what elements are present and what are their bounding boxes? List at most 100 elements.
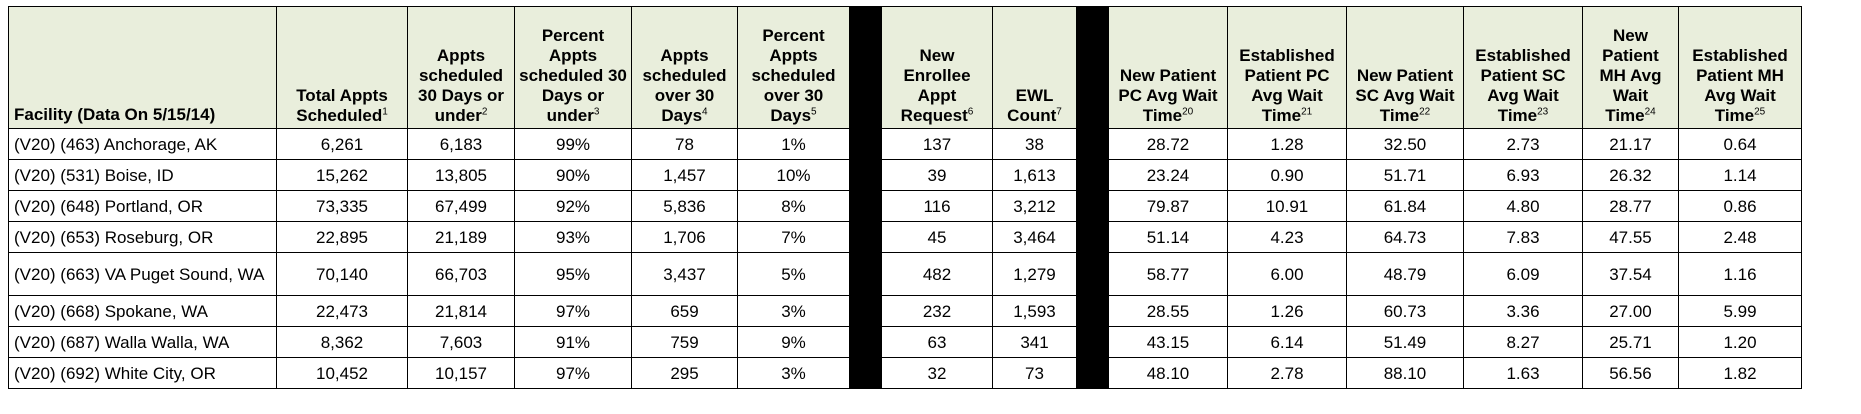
table-cell: 659 (631, 295, 738, 327)
table-cell: 51.71 (1346, 159, 1464, 191)
table-cell: 32 (881, 357, 993, 389)
table-cell: 295 (631, 357, 738, 389)
table-cell: 97% (514, 357, 632, 389)
table-cell: 21,814 (407, 295, 515, 327)
table-cell: 58.77 (1108, 252, 1228, 296)
table-cell: 90% (514, 159, 632, 191)
table-cell: 7% (737, 221, 850, 253)
separator-column (849, 128, 882, 160)
header-row: Facility (Data On 5/15/14) Total Appts S… (8, 6, 1802, 129)
facility-cell: (V20) (668) Spokane, WA (8, 295, 277, 327)
separator-column (849, 190, 882, 222)
table-row: (V20) (663) VA Puget Sound, WA 70,140 66… (8, 252, 1802, 296)
table-cell: 47.55 (1582, 221, 1679, 253)
header-cell: Established Patient SC Avg Wait Time23 (1463, 6, 1583, 129)
separator-column (849, 295, 882, 327)
header-cell: Established Patient PC Avg Wait Time21 (1227, 6, 1347, 129)
facility-cell: (V20) (531) Boise, ID (8, 159, 277, 191)
table-cell: 2.78 (1227, 357, 1347, 389)
table-cell: 6.00 (1227, 252, 1347, 296)
table-cell: 1.82 (1678, 357, 1802, 389)
table-cell: 3,464 (992, 221, 1077, 253)
table-cell: 43.15 (1108, 326, 1228, 358)
table-row: (V20) (463) Anchorage, AK 6,261 6,183 99… (8, 128, 1802, 160)
facility-cell: (V20) (648) Portland, OR (8, 190, 277, 222)
table-cell: 3% (737, 357, 850, 389)
header-cell: Established Patient MH Avg Wait Time25 (1678, 6, 1802, 129)
table-cell: 51.14 (1108, 221, 1228, 253)
facility-cell: (V20) (653) Roseburg, OR (8, 221, 277, 253)
table-cell: 61.84 (1346, 190, 1464, 222)
header-cell: Appts scheduled over 30 Days4 (631, 6, 738, 129)
table-cell: 9% (737, 326, 850, 358)
header-cell: EWL Count7 (992, 6, 1077, 129)
table-cell: 38 (992, 128, 1077, 160)
table-cell: 4.80 (1463, 190, 1583, 222)
table-cell: 48.10 (1108, 357, 1228, 389)
table-cell: 232 (881, 295, 993, 327)
table-cell: 48.79 (1346, 252, 1464, 296)
table-cell: 28.72 (1108, 128, 1228, 160)
facility-cell: (V20) (692) White City, OR (8, 357, 277, 389)
table-cell: 5% (737, 252, 850, 296)
separator-column (849, 221, 882, 253)
table-cell: 28.55 (1108, 295, 1228, 327)
separator-column (1076, 252, 1109, 296)
header-cell: New Patient PC Avg Wait Time20 (1108, 6, 1228, 129)
table-row: (V20) (531) Boise, ID 15,262 13,805 90% … (8, 159, 1802, 191)
table-row: (V20) (668) Spokane, WA 22,473 21,814 97… (8, 295, 1802, 327)
separator-column (849, 252, 882, 296)
table-cell: 22,473 (276, 295, 408, 327)
table-cell: 2.73 (1463, 128, 1583, 160)
table-cell: 37.54 (1582, 252, 1679, 296)
table-cell: 64.73 (1346, 221, 1464, 253)
table-cell: 67,499 (407, 190, 515, 222)
table-cell: 1.16 (1678, 252, 1802, 296)
separator-column (1076, 6, 1109, 129)
table-cell: 8,362 (276, 326, 408, 358)
table-cell: 56.56 (1582, 357, 1679, 389)
table-cell: 88.10 (1346, 357, 1464, 389)
table-cell: 1,279 (992, 252, 1077, 296)
table-cell: 3.36 (1463, 295, 1583, 327)
table-cell: 79.87 (1108, 190, 1228, 222)
separator-column (1076, 159, 1109, 191)
table-cell: 32.50 (1346, 128, 1464, 160)
header-cell: Percent Appts scheduled over 30 Days5 (737, 6, 850, 129)
table-cell: 6,183 (407, 128, 515, 160)
table-cell: 759 (631, 326, 738, 358)
table-cell: 4.23 (1227, 221, 1347, 253)
table-cell: 0.90 (1227, 159, 1347, 191)
table-cell: 91% (514, 326, 632, 358)
table-cell: 1.63 (1463, 357, 1583, 389)
table-cell: 10,452 (276, 357, 408, 389)
table-cell: 116 (881, 190, 993, 222)
table-cell: 1,706 (631, 221, 738, 253)
table-cell: 26.32 (1582, 159, 1679, 191)
table-cell: 1.26 (1227, 295, 1347, 327)
table-cell: 27.00 (1582, 295, 1679, 327)
table-cell: 6.09 (1463, 252, 1583, 296)
table-cell: 341 (992, 326, 1077, 358)
table-cell: 13,805 (407, 159, 515, 191)
table-cell: 1.14 (1678, 159, 1802, 191)
facility-cell: (V20) (663) VA Puget Sound, WA (8, 252, 277, 296)
separator-column (1076, 221, 1109, 253)
table-cell: 6.14 (1227, 326, 1347, 358)
table-cell: 92% (514, 190, 632, 222)
table-cell: 7,603 (407, 326, 515, 358)
table-cell: 3% (737, 295, 850, 327)
table-cell: 93% (514, 221, 632, 253)
table-cell: 1.20 (1678, 326, 1802, 358)
table-row: (V20) (653) Roseburg, OR 22,895 21,189 9… (8, 221, 1802, 253)
table-cell: 51.49 (1346, 326, 1464, 358)
table-cell: 1% (737, 128, 850, 160)
header-cell: Facility (Data On 5/15/14) (8, 6, 277, 129)
header-cell: New Patient MH Avg Wait Time24 (1582, 6, 1679, 129)
table-cell: 63 (881, 326, 993, 358)
table-cell: 1,593 (992, 295, 1077, 327)
header-cell: Appts scheduled 30 Days or under2 (407, 6, 515, 129)
table-cell: 21.17 (1582, 128, 1679, 160)
facility-cell: (V20) (463) Anchorage, AK (8, 128, 277, 160)
table-cell: 3,212 (992, 190, 1077, 222)
